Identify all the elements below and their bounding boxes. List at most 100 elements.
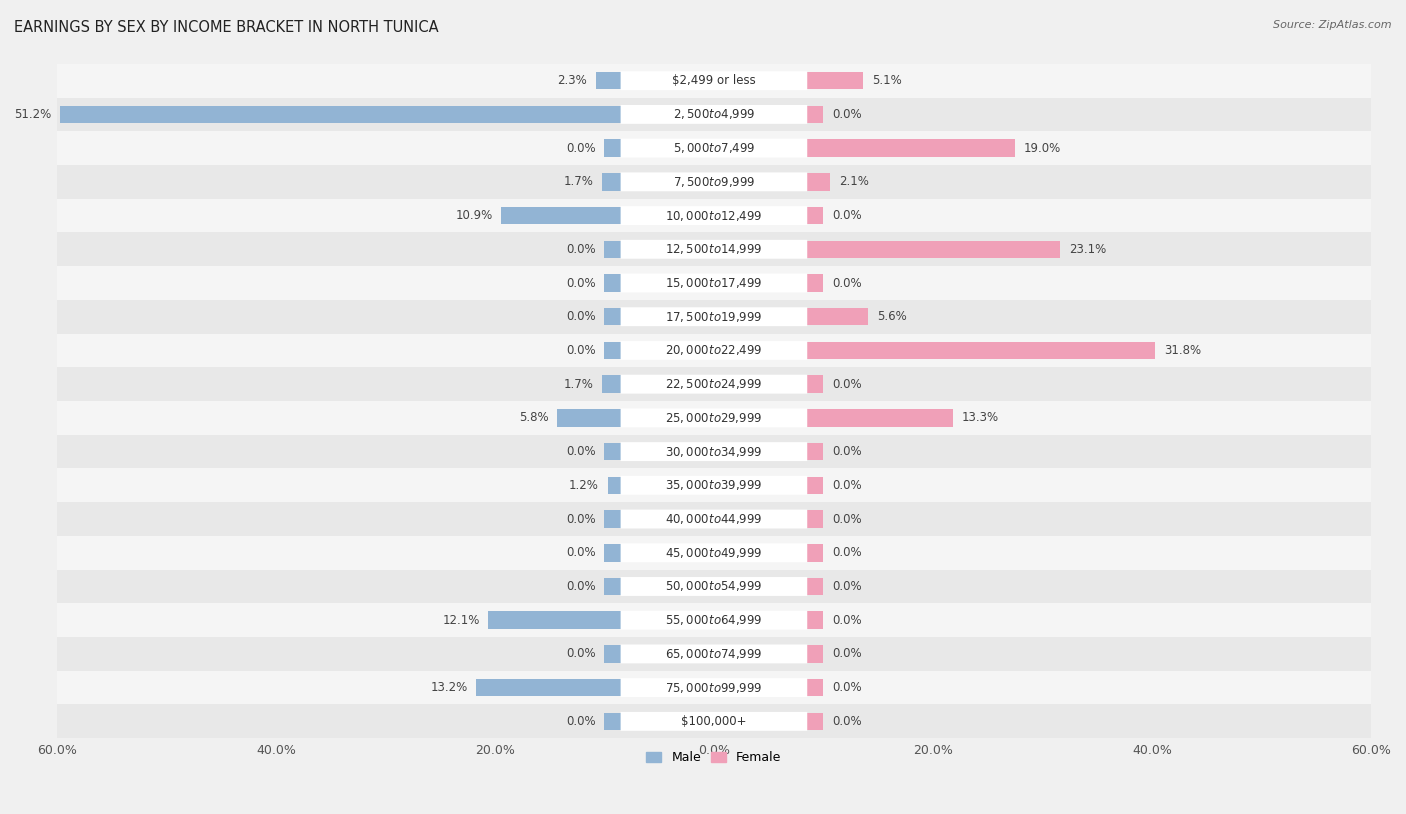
Text: 0.0%: 0.0% xyxy=(567,513,596,526)
Text: $65,000 to $74,999: $65,000 to $74,999 xyxy=(665,647,762,661)
Bar xyxy=(56,637,1371,671)
Bar xyxy=(56,334,1371,367)
Text: 0.0%: 0.0% xyxy=(832,108,862,121)
Bar xyxy=(602,173,621,190)
Text: $30,000 to $34,999: $30,000 to $34,999 xyxy=(665,444,762,458)
Bar xyxy=(605,578,621,595)
Bar xyxy=(807,274,824,291)
Bar xyxy=(56,435,1371,469)
Bar xyxy=(807,139,1015,157)
FancyBboxPatch shape xyxy=(620,72,807,90)
Text: 0.0%: 0.0% xyxy=(832,209,862,222)
Bar xyxy=(607,476,621,494)
Bar xyxy=(807,375,824,393)
Bar xyxy=(807,679,824,697)
Text: 0.0%: 0.0% xyxy=(567,445,596,458)
Bar xyxy=(807,578,824,595)
Text: $35,000 to $39,999: $35,000 to $39,999 xyxy=(665,479,762,492)
Text: 0.0%: 0.0% xyxy=(832,277,862,290)
Bar xyxy=(605,342,621,359)
Bar xyxy=(602,375,621,393)
Bar xyxy=(605,443,621,461)
Text: 0.0%: 0.0% xyxy=(567,546,596,559)
Text: 10.9%: 10.9% xyxy=(456,209,492,222)
FancyBboxPatch shape xyxy=(620,645,807,663)
Text: 0.0%: 0.0% xyxy=(567,142,596,155)
Bar xyxy=(56,63,1371,98)
Text: 0.0%: 0.0% xyxy=(832,715,862,728)
Text: 0.0%: 0.0% xyxy=(567,310,596,323)
Bar xyxy=(56,536,1371,570)
FancyBboxPatch shape xyxy=(620,712,807,731)
Bar xyxy=(807,173,830,190)
Bar xyxy=(605,139,621,157)
Text: 0.0%: 0.0% xyxy=(832,647,862,660)
Bar xyxy=(56,300,1371,334)
Bar xyxy=(807,308,869,326)
Bar xyxy=(605,544,621,562)
Text: 0.0%: 0.0% xyxy=(832,479,862,492)
FancyBboxPatch shape xyxy=(620,442,807,461)
Bar xyxy=(56,233,1371,266)
Text: 0.0%: 0.0% xyxy=(832,513,862,526)
Text: 5.8%: 5.8% xyxy=(519,411,548,424)
Text: $100,000+: $100,000+ xyxy=(681,715,747,728)
Bar xyxy=(605,308,621,326)
Bar xyxy=(56,603,1371,637)
Text: 0.0%: 0.0% xyxy=(567,243,596,256)
Text: 0.0%: 0.0% xyxy=(832,546,862,559)
Bar xyxy=(56,131,1371,165)
Bar xyxy=(502,207,621,225)
Bar xyxy=(56,367,1371,401)
FancyBboxPatch shape xyxy=(620,678,807,697)
Text: 0.0%: 0.0% xyxy=(567,715,596,728)
Text: $12,500 to $14,999: $12,500 to $14,999 xyxy=(665,243,762,256)
Bar xyxy=(56,266,1371,300)
Bar xyxy=(605,712,621,730)
Text: $20,000 to $22,499: $20,000 to $22,499 xyxy=(665,344,762,357)
Bar xyxy=(56,704,1371,738)
FancyBboxPatch shape xyxy=(620,105,807,124)
Text: $75,000 to $99,999: $75,000 to $99,999 xyxy=(665,681,762,694)
Text: 2.1%: 2.1% xyxy=(839,175,869,188)
Text: 0.0%: 0.0% xyxy=(567,344,596,357)
Text: 0.0%: 0.0% xyxy=(832,614,862,627)
Text: 0.0%: 0.0% xyxy=(832,681,862,694)
Bar xyxy=(807,409,953,427)
Legend: Male, Female: Male, Female xyxy=(641,746,786,769)
Text: 1.2%: 1.2% xyxy=(569,479,599,492)
Bar xyxy=(557,409,621,427)
Bar xyxy=(807,443,824,461)
Bar xyxy=(56,570,1371,603)
Bar xyxy=(807,510,824,527)
Bar xyxy=(605,646,621,663)
Text: $22,500 to $24,999: $22,500 to $24,999 xyxy=(665,377,762,392)
Bar xyxy=(596,72,621,90)
Bar xyxy=(56,98,1371,131)
FancyBboxPatch shape xyxy=(620,476,807,495)
FancyBboxPatch shape xyxy=(620,308,807,326)
Bar xyxy=(56,401,1371,435)
Text: $5,000 to $7,499: $5,000 to $7,499 xyxy=(672,141,755,155)
Text: $45,000 to $49,999: $45,000 to $49,999 xyxy=(665,545,762,560)
FancyBboxPatch shape xyxy=(620,341,807,360)
Text: 0.0%: 0.0% xyxy=(567,277,596,290)
Text: 0.0%: 0.0% xyxy=(832,580,862,593)
Bar xyxy=(477,679,621,697)
FancyBboxPatch shape xyxy=(620,173,807,191)
FancyBboxPatch shape xyxy=(620,409,807,427)
FancyBboxPatch shape xyxy=(620,206,807,225)
Text: 0.0%: 0.0% xyxy=(567,647,596,660)
Bar xyxy=(605,510,621,527)
Text: $55,000 to $64,999: $55,000 to $64,999 xyxy=(665,613,762,628)
Bar xyxy=(807,207,824,225)
Text: Source: ZipAtlas.com: Source: ZipAtlas.com xyxy=(1274,20,1392,30)
Bar xyxy=(807,646,824,663)
Bar xyxy=(60,106,621,123)
Text: $15,000 to $17,499: $15,000 to $17,499 xyxy=(665,276,762,290)
Text: 51.2%: 51.2% xyxy=(14,108,51,121)
Bar xyxy=(56,671,1371,704)
Text: 31.8%: 31.8% xyxy=(1164,344,1201,357)
FancyBboxPatch shape xyxy=(620,240,807,259)
Bar xyxy=(807,342,1156,359)
